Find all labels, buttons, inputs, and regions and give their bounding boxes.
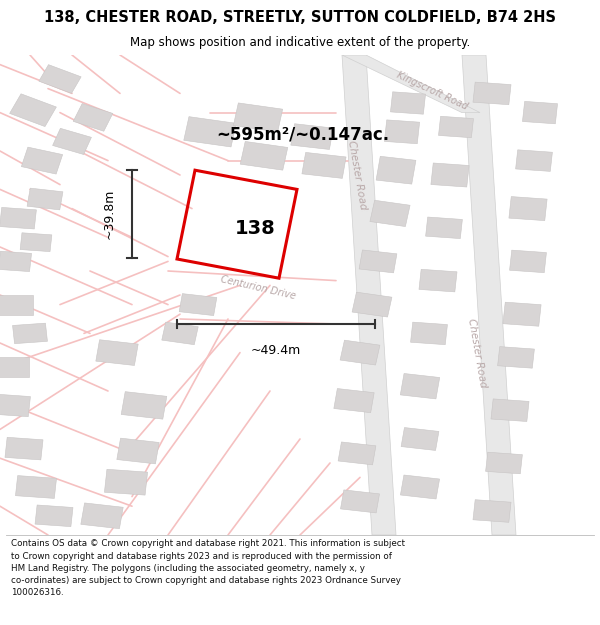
Polygon shape bbox=[27, 188, 63, 210]
Polygon shape bbox=[121, 392, 167, 419]
Polygon shape bbox=[291, 124, 333, 149]
Polygon shape bbox=[485, 452, 523, 474]
Text: Chester Road: Chester Road bbox=[346, 139, 368, 211]
Polygon shape bbox=[503, 302, 541, 326]
Polygon shape bbox=[431, 163, 469, 187]
Polygon shape bbox=[117, 438, 159, 464]
Polygon shape bbox=[523, 101, 557, 124]
Polygon shape bbox=[96, 340, 138, 366]
Text: Kingscroft Road: Kingscroft Road bbox=[395, 70, 469, 112]
Polygon shape bbox=[509, 197, 547, 221]
Polygon shape bbox=[342, 55, 480, 112]
Polygon shape bbox=[439, 116, 473, 138]
Polygon shape bbox=[179, 294, 217, 316]
Polygon shape bbox=[240, 141, 288, 170]
Text: Chester Road: Chester Road bbox=[466, 317, 488, 388]
Polygon shape bbox=[419, 269, 457, 292]
Polygon shape bbox=[0, 394, 31, 417]
Polygon shape bbox=[0, 251, 32, 272]
Polygon shape bbox=[340, 340, 380, 365]
Polygon shape bbox=[16, 476, 56, 498]
Text: ~39.8m: ~39.8m bbox=[103, 189, 116, 239]
Polygon shape bbox=[81, 503, 123, 529]
Polygon shape bbox=[73, 104, 113, 131]
Polygon shape bbox=[425, 217, 463, 239]
Polygon shape bbox=[39, 64, 81, 93]
Polygon shape bbox=[0, 357, 29, 377]
Polygon shape bbox=[341, 490, 379, 513]
Polygon shape bbox=[400, 374, 440, 399]
Text: Contains OS data © Crown copyright and database right 2021. This information is : Contains OS data © Crown copyright and d… bbox=[11, 539, 405, 597]
Polygon shape bbox=[491, 399, 529, 421]
Polygon shape bbox=[473, 82, 511, 105]
Text: ~595m²/~0.147ac.: ~595m²/~0.147ac. bbox=[216, 125, 389, 143]
Polygon shape bbox=[13, 323, 47, 344]
Polygon shape bbox=[370, 200, 410, 226]
Polygon shape bbox=[104, 469, 148, 495]
Polygon shape bbox=[359, 250, 397, 273]
Text: Centurion Drive: Centurion Drive bbox=[220, 274, 296, 301]
Polygon shape bbox=[400, 475, 440, 499]
Polygon shape bbox=[0, 294, 33, 314]
Polygon shape bbox=[497, 347, 535, 368]
Polygon shape bbox=[53, 128, 91, 154]
Polygon shape bbox=[10, 94, 56, 127]
Polygon shape bbox=[391, 92, 425, 114]
Text: Map shows position and indicative extent of the property.: Map shows position and indicative extent… bbox=[130, 36, 470, 49]
Polygon shape bbox=[509, 250, 547, 272]
Text: 138, CHESTER ROAD, STREETLY, SUTTON COLDFIELD, B74 2HS: 138, CHESTER ROAD, STREETLY, SUTTON COLD… bbox=[44, 10, 556, 25]
Polygon shape bbox=[462, 55, 516, 535]
Polygon shape bbox=[352, 292, 392, 317]
Polygon shape bbox=[20, 232, 52, 252]
Polygon shape bbox=[302, 152, 346, 178]
Polygon shape bbox=[401, 428, 439, 451]
Polygon shape bbox=[22, 147, 62, 174]
Polygon shape bbox=[473, 500, 511, 522]
Polygon shape bbox=[184, 117, 236, 147]
Polygon shape bbox=[385, 120, 419, 144]
Text: 138: 138 bbox=[235, 219, 275, 239]
Text: ~49.4m: ~49.4m bbox=[251, 344, 301, 357]
Polygon shape bbox=[233, 103, 283, 132]
Polygon shape bbox=[515, 150, 553, 171]
Polygon shape bbox=[376, 156, 416, 184]
Polygon shape bbox=[334, 389, 374, 412]
Polygon shape bbox=[0, 208, 37, 229]
Polygon shape bbox=[338, 442, 376, 465]
Polygon shape bbox=[35, 505, 73, 527]
Polygon shape bbox=[162, 322, 198, 344]
Polygon shape bbox=[342, 55, 396, 535]
Polygon shape bbox=[410, 322, 448, 344]
Polygon shape bbox=[5, 438, 43, 460]
